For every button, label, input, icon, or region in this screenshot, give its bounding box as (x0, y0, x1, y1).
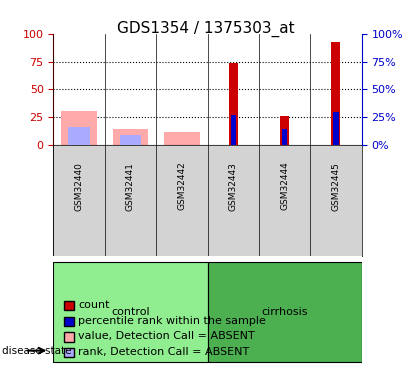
Text: GSM32440: GSM32440 (75, 162, 83, 211)
Text: GSM32441: GSM32441 (126, 162, 135, 211)
Bar (61, 111, 97, 145)
FancyBboxPatch shape (208, 262, 362, 362)
Bar (332, 42, 340, 145)
FancyBboxPatch shape (53, 262, 208, 362)
Bar (68, 127, 90, 145)
Text: count: count (78, 300, 110, 310)
Bar (231, 115, 236, 145)
Text: GSM32445: GSM32445 (332, 162, 340, 211)
Bar (333, 112, 339, 145)
Text: value, Detection Call = ABSENT: value, Detection Call = ABSENT (78, 332, 255, 341)
Bar (282, 129, 287, 145)
Bar (120, 135, 141, 145)
Bar (164, 132, 200, 145)
Bar (113, 129, 148, 145)
Text: disease state: disease state (2, 346, 72, 355)
Text: GSM32442: GSM32442 (178, 162, 186, 210)
Text: percentile rank within the sample: percentile rank within the sample (78, 316, 266, 326)
Bar (280, 116, 289, 145)
Text: rank, Detection Call = ABSENT: rank, Detection Call = ABSENT (78, 347, 249, 357)
Text: cirrhosis: cirrhosis (261, 307, 308, 317)
Text: control: control (111, 307, 150, 317)
Text: GSM32443: GSM32443 (229, 162, 238, 211)
Bar (229, 63, 238, 145)
Text: GDS1354 / 1375303_at: GDS1354 / 1375303_at (117, 21, 294, 37)
Text: GSM32444: GSM32444 (280, 162, 289, 210)
